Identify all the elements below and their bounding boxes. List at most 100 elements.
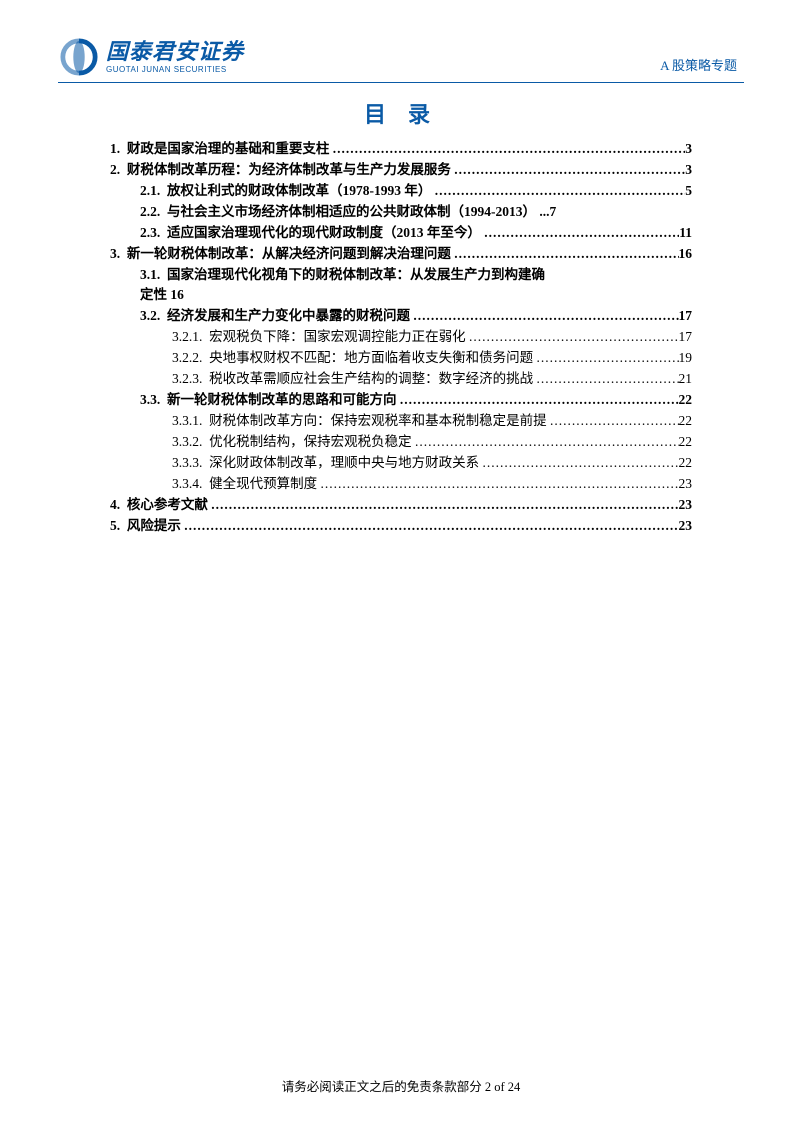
logo-block: 国泰君安证券 GUOTAI JUNAN SECURITIES [60,38,244,76]
toc-leader-dots [550,411,679,432]
toc-row: 3.2.3. 税收改革需顺应社会生产结构的调整：数字经济的挑战 21 [110,369,692,390]
logo-text-cn: 国泰君安证券 [106,40,244,64]
toc-leader-dots [454,244,678,265]
toc-page: 3 [685,139,692,160]
toc-label: 新一轮财税体制改革：从解决经济问题到解决治理问题 [127,244,451,265]
toc-row-wrap: 定性 16 [110,285,692,306]
toc-leader-dots [454,160,685,181]
toc-label: 新一轮财税体制改革的思路和可能方向 [167,390,397,411]
toc-page: 5 [685,181,692,202]
toc-label: 国家治理现代化视角下的财税体制改革：从发展生产力到构建确 [167,265,545,286]
toc-label: 与社会主义市场经济体制相适应的公共财政体制（1994-2013） [167,202,536,223]
toc-title: 目 录 [0,97,802,129]
toc-number: 2.2. [140,202,160,223]
toc-number: 2.1. [140,181,160,202]
toc-page: 17 [679,327,693,348]
toc-leader-dots [211,495,678,516]
toc-number: 3.2. [140,306,160,327]
toc-row: 3.3. 新一轮财税体制改革的思路和可能方向 22 [110,390,692,411]
toc-row: 3.2.1. 宏观税负下降：国家宏观调控能力正在弱化 17 [110,327,692,348]
toc-page: 19 [679,348,693,369]
toc-row: 1. 财政是国家治理的基础和重要支柱 3 [110,139,692,160]
toc-row: 3.3.3. 深化财政体制改革，理顺中央与地方财政关系 22 [110,453,692,474]
toc-leader-dots [413,306,678,327]
toc-page: 22 [679,453,693,474]
toc-number: 3.3.1. [172,411,202,432]
logo-text-en: GUOTAI JUNAN SECURITIES [106,65,244,74]
toc-leader-dots [537,369,679,390]
toc-page: 22 [679,432,693,453]
toc-number: 3.3.4. [172,474,202,495]
toc-leader-dots [400,390,679,411]
toc-number: 3.3. [140,390,160,411]
toc-number: 2. [110,160,120,181]
toc-row: 3.2. 经济发展和生产力变化中暴露的财税问题 17 [110,306,692,327]
toc-label: 风险提示 [127,516,181,537]
toc-page: 23 [679,495,693,516]
toc-row: 4. 核心参考文献 23 [110,495,692,516]
toc-row: 3.3.4. 健全现代预算制度 23 [110,474,692,495]
table-of-contents: 1. 财政是国家治理的基础和重要支柱 32. 财税体制改革历程：为经济体制改革与… [110,139,692,537]
toc-leader-dots [469,327,679,348]
toc-number: 3.2.1. [172,327,202,348]
toc-label: 深化财政体制改革，理顺中央与地方财政关系 [209,453,479,474]
toc-wrap-text: 定性 16 [140,285,184,306]
logo-text: 国泰君安证券 GUOTAI JUNAN SECURITIES [106,40,244,73]
toc-row: 3.3.2. 优化税制结构，保持宏观税负稳定 22 [110,432,692,453]
toc-label: 优化税制结构，保持宏观税负稳定 [209,432,412,453]
toc-leader-dots [321,474,679,495]
toc-ellipsis: ... [539,202,549,223]
toc-row: 2.3. 适应国家治理现代化的现代财政制度（2013 年至今） 11 [110,223,692,244]
toc-leader-dots [415,432,679,453]
toc-label: 央地事权财权不匹配：地方面临着收支失衡和债务问题 [209,348,533,369]
toc-label: 税收改革需顺应社会生产结构的调整：数字经济的挑战 [209,369,533,390]
toc-label: 财政是国家治理的基础和重要支柱 [127,139,330,160]
toc-page: 21 [679,369,693,390]
toc-page: 17 [679,306,693,327]
toc-leader-dots [484,223,679,244]
toc-label: 财税体制改革历程：为经济体制改革与生产力发展服务 [127,160,451,181]
toc-number: 3.3.2. [172,432,202,453]
page-footer: 请务必阅读正文之后的免责条款部分 2 of 24 [0,1076,802,1095]
company-logo-icon [60,38,98,76]
toc-label: 经济发展和生产力变化中暴露的财税问题 [167,306,410,327]
toc-row: 2.1. 放权让利式的财政体制改革（1978-1993 年） 5 [110,181,692,202]
toc-number: 3. [110,244,120,265]
toc-row: 3.1. 国家治理现代化视角下的财税体制改革：从发展生产力到构建确 [110,265,692,286]
toc-number: 3.2.2. [172,348,202,369]
toc-page: 7 [550,202,557,223]
toc-number: 3.3.3. [172,453,202,474]
toc-page: 22 [679,411,693,432]
toc-page: 23 [679,516,693,537]
toc-row: 3.3.1. 财税体制改革方向：保持宏观税率和基本税制稳定是前提 22 [110,411,692,432]
toc-page: 3 [685,160,692,181]
toc-number: 1. [110,139,120,160]
toc-number: 5. [110,516,120,537]
toc-label: 健全现代预算制度 [209,474,317,495]
toc-label: 核心参考文献 [127,495,208,516]
toc-leader-dots [184,516,678,537]
header-topic: A 股策略专题 [660,55,737,76]
toc-row: 3. 新一轮财税体制改革：从解决经济问题到解决治理问题 16 [110,244,692,265]
toc-page: 16 [679,244,693,265]
page-header: 国泰君安证券 GUOTAI JUNAN SECURITIES A 股策略专题 [0,0,802,76]
header-divider [58,82,744,83]
toc-label: 宏观税负下降：国家宏观调控能力正在弱化 [209,327,466,348]
toc-row: 2.2. 与社会主义市场经济体制相适应的公共财政体制（1994-2013） ..… [110,202,692,223]
toc-leader-dots [483,453,679,474]
toc-number: 3.2.3. [172,369,202,390]
toc-label: 放权让利式的财政体制改革（1978-1993 年） [167,181,431,202]
toc-page: 11 [679,223,692,244]
toc-page: 22 [679,390,693,411]
toc-label: 适应国家治理现代化的现代财政制度（2013 年至今） [167,223,481,244]
toc-row: 3.2.2. 央地事权财权不匹配：地方面临着收支失衡和债务问题 19 [110,348,692,369]
toc-row: 5. 风险提示 23 [110,516,692,537]
toc-number: 4. [110,495,120,516]
toc-page: 23 [679,474,693,495]
toc-leader-dots [537,348,679,369]
toc-leader-dots [435,181,686,202]
toc-label: 财税体制改革方向：保持宏观税率和基本税制稳定是前提 [209,411,547,432]
toc-number: 3.1. [140,265,160,286]
toc-number: 2.3. [140,223,160,244]
toc-row: 2. 财税体制改革历程：为经济体制改革与生产力发展服务 3 [110,160,692,181]
